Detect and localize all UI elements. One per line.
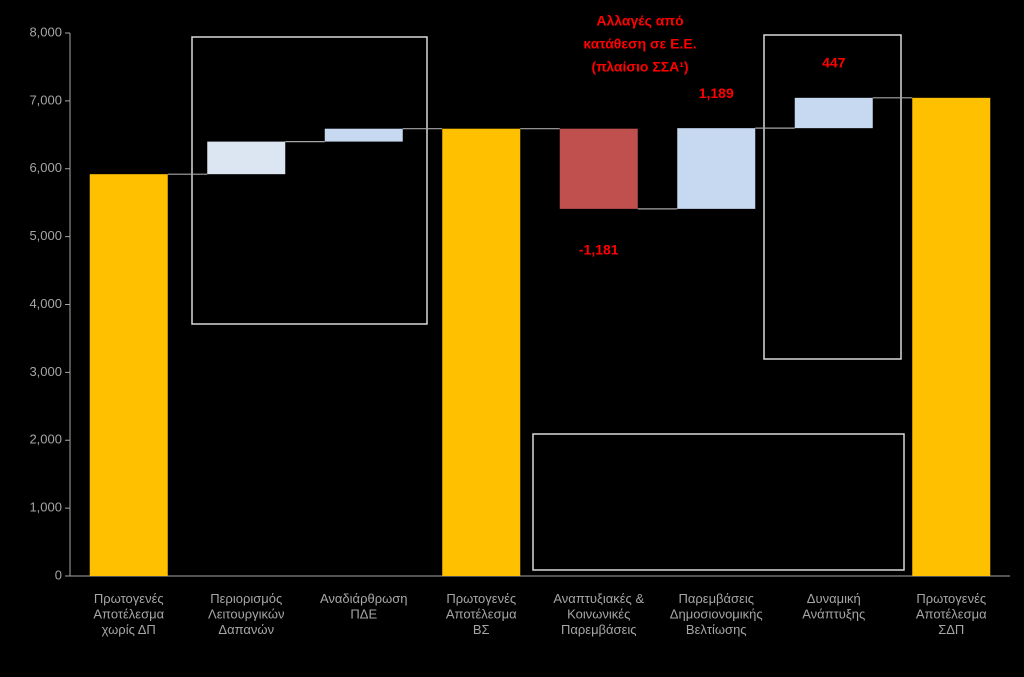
x-tick-label: Παρεμβάσεις Δημοσιονομικής Βελτίωσης: [670, 591, 763, 637]
y-tick-label: 2,000: [29, 432, 62, 447]
x-tick-label: Δυναμική Ανάπτυξης: [802, 591, 865, 622]
y-tick-label: 0: [55, 567, 62, 582]
data-label: 447: [822, 55, 846, 71]
bar: [559, 128, 638, 209]
y-tick-label: 3,000: [29, 364, 62, 379]
annotation: (πλαίσιο ΣΣΑ¹): [591, 59, 688, 75]
annotation: κατάθεση σε Ε.Ε.: [583, 36, 696, 52]
data-label: 1,189: [699, 85, 734, 101]
y-tick-label: 1,000: [29, 500, 62, 515]
x-tick-label: Αναδιάρθρωση ΠΔΕ: [320, 591, 408, 622]
x-tick-label: Περιορισμός Λειτουργικών Δαπανών: [208, 591, 284, 637]
y-tick-label: 7,000: [29, 92, 62, 107]
y-tick-label: 6,000: [29, 160, 62, 175]
bar: [89, 174, 168, 576]
x-tick-label: Αναπτυξιακές & Κοινωνικές Παρεμβάσεις: [553, 591, 644, 637]
bar: [324, 128, 403, 142]
annotation: Αλλαγές από: [596, 13, 683, 29]
bar: [207, 141, 286, 175]
bar: [912, 97, 991, 577]
outline-box: [763, 34, 902, 360]
bar: [794, 97, 873, 129]
bar: [677, 128, 756, 209]
x-tick-label: Πρωτογενές Αποτέλεσμα χωρίς ΔΠ: [93, 591, 164, 637]
bar: [442, 128, 521, 577]
x-tick-label: Πρωτογενές Αποτέλεσμα ΒΣ: [446, 591, 517, 637]
y-tick-label: 4,000: [29, 296, 62, 311]
outline-box: [191, 36, 428, 325]
x-tick-label: Πρωτογενές Αποτέλεσμα ΣΔΠ: [916, 591, 987, 637]
y-tick-label: 8,000: [29, 24, 62, 39]
y-tick-label: 5,000: [29, 228, 62, 243]
data-label: -1,181: [579, 242, 619, 258]
outline-box: [532, 433, 905, 571]
